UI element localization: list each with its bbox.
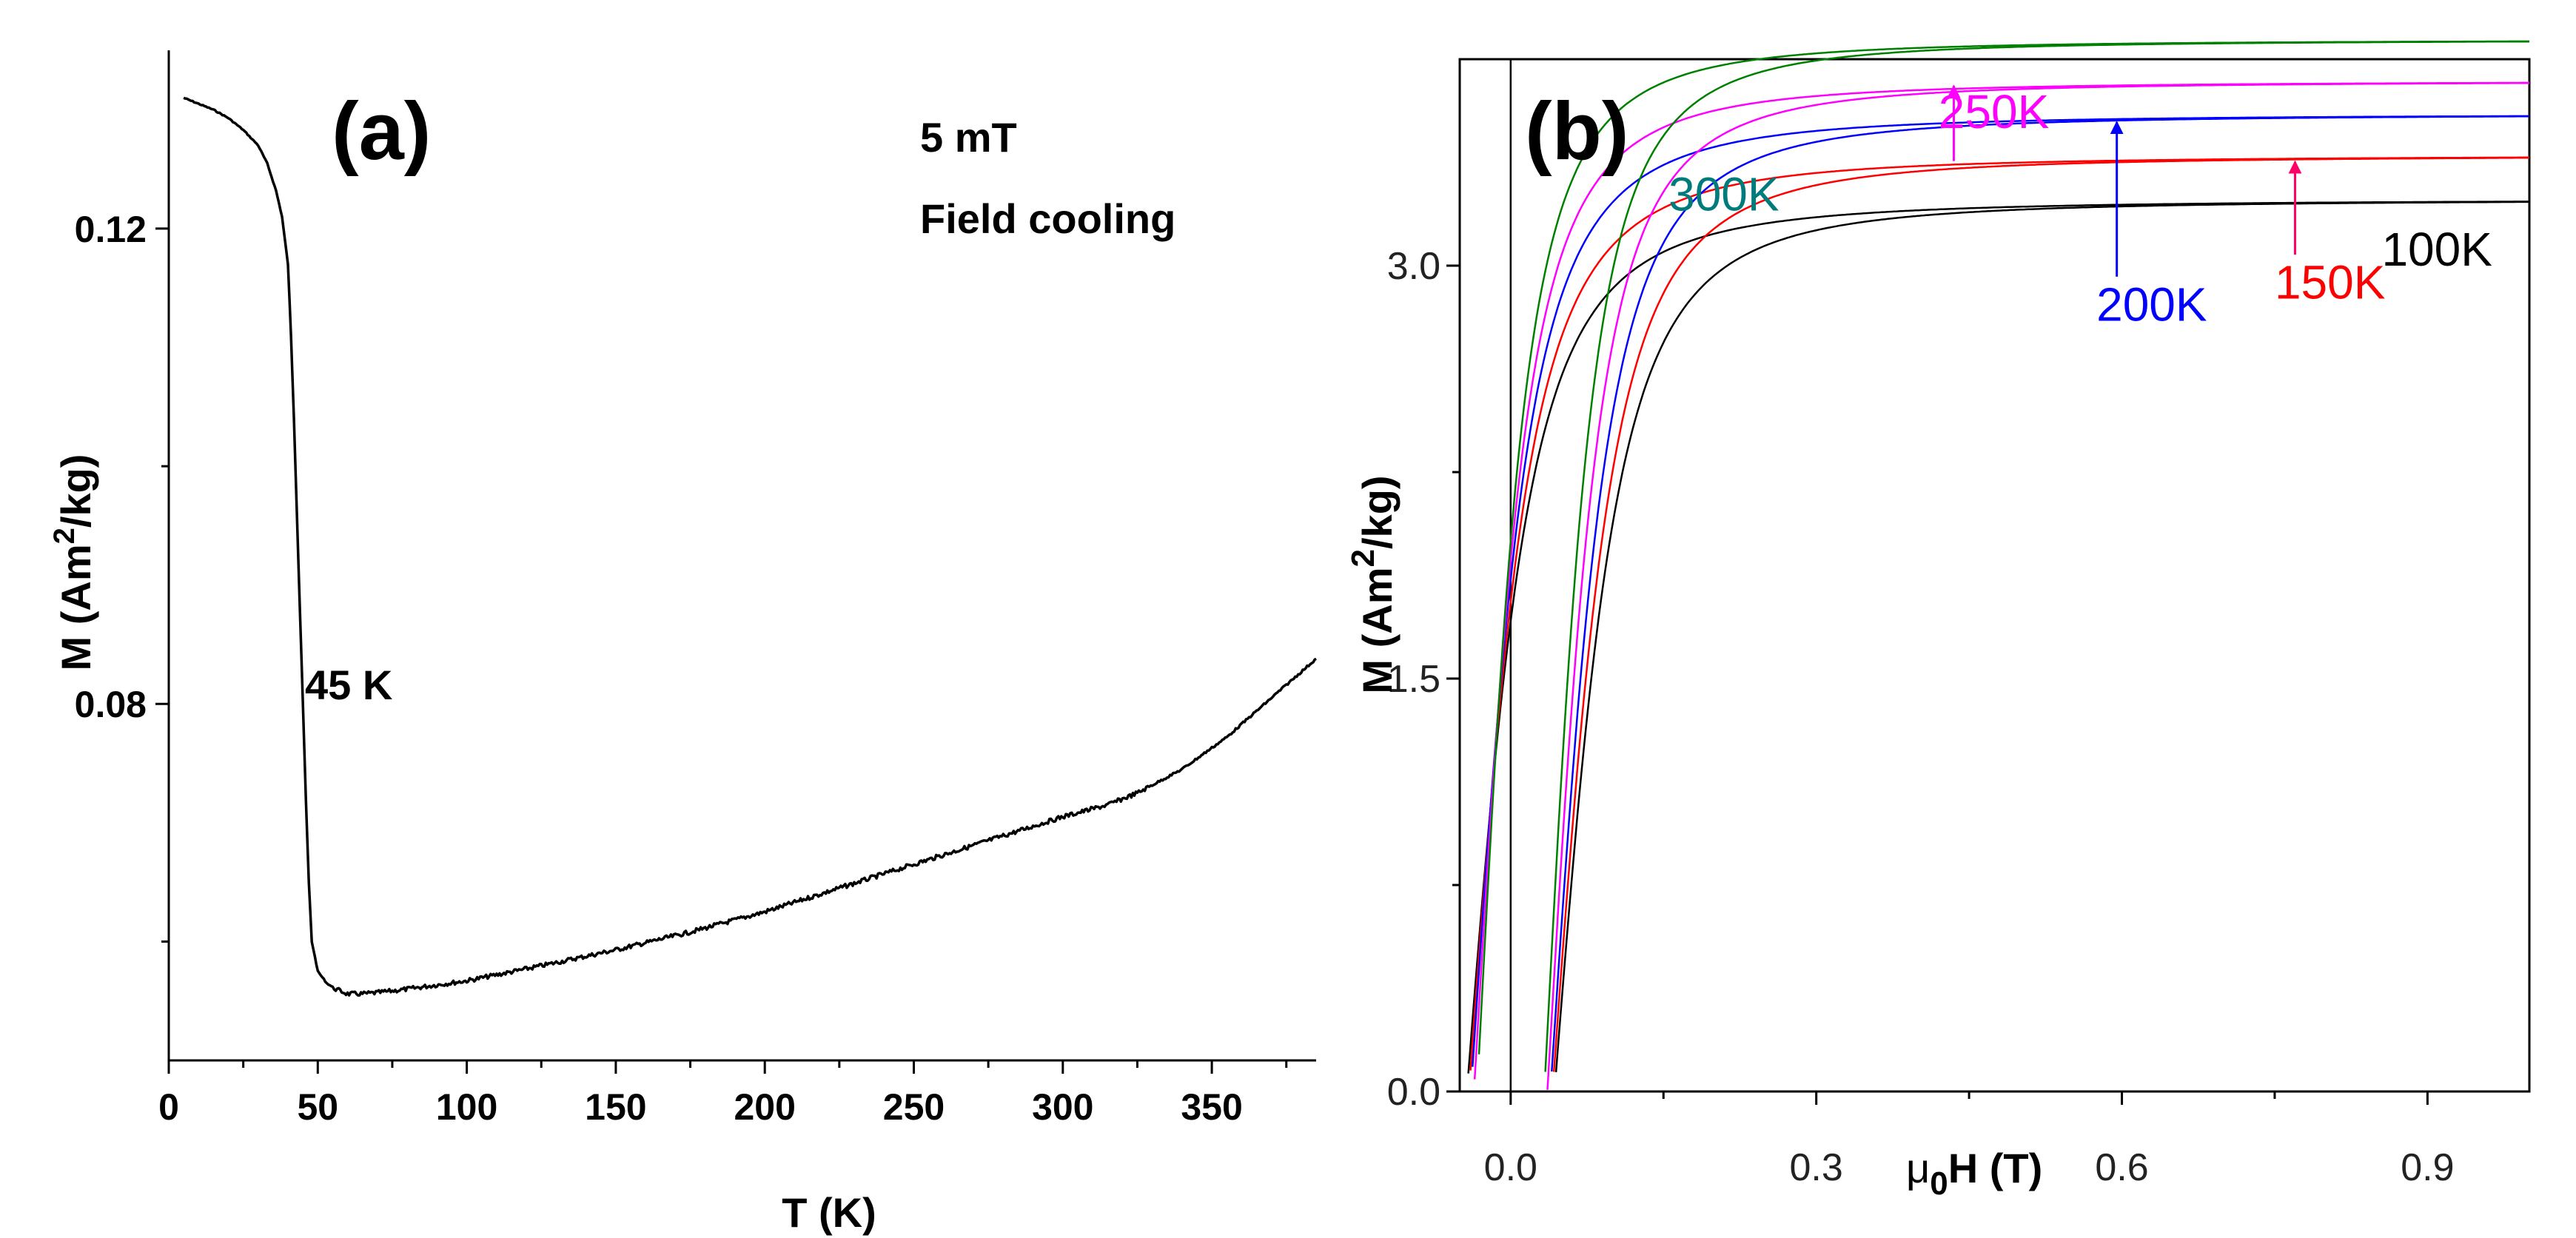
panel-a-y-tick-label: 0.12 xyxy=(75,209,147,250)
label-250k: 250K xyxy=(1939,85,2049,138)
label-100k: 100K xyxy=(2381,223,2492,276)
panel-a-x-tick-label: 150 xyxy=(585,1086,646,1128)
panel-b-y-title-sup: 2 xyxy=(1345,549,1381,567)
panel-a-x-tick-label: 250 xyxy=(883,1086,945,1128)
curve-300k-descending xyxy=(1477,40,2529,1054)
transition-annotation: 45 K xyxy=(305,662,392,708)
series-fc-5mt xyxy=(183,96,1317,997)
panel-a-y-title: M (Am2/kg) xyxy=(48,454,99,671)
panel-b-x-tick-label: 0.3 xyxy=(1790,1146,1843,1189)
panel-b-x-tick-label: 0.9 xyxy=(2401,1146,2454,1189)
curve-100k-descending xyxy=(1467,201,2529,1074)
panel-b-x-ticks: 0.0 0.3 0.6 0.9 xyxy=(1484,1091,2455,1189)
panel-b-x-title: μ0H (T) xyxy=(1906,1145,2042,1202)
curve-250k-descending xyxy=(1473,81,2529,1080)
panel-a-y-title-suffix: /kg) xyxy=(53,454,99,528)
curve-150k-ascending xyxy=(1552,157,2529,1072)
panel-b-label: (b) xyxy=(1525,86,1629,177)
curve-100k-ascending xyxy=(1554,201,2529,1072)
panel-b-y-title-suffix: /kg) xyxy=(1354,475,1401,549)
panel-a-label: (a) xyxy=(332,86,431,177)
label-300k: 300K xyxy=(1668,168,1779,221)
panel-a-x-tick-label: 300 xyxy=(1032,1086,1093,1128)
label-200k: 200K xyxy=(2096,277,2207,331)
panel-a-y-tick-label: 0.08 xyxy=(75,684,147,725)
panel-b-y-ticks: 0.0 1.5 3.0 xyxy=(1387,245,1460,1114)
panel-a-x-tick-label: 200 xyxy=(734,1086,795,1128)
panel-b-arrows xyxy=(1947,84,2302,277)
panel-b-y-title: M (Am2/kg) xyxy=(1345,475,1401,693)
panel-a-x-tick-label: 350 xyxy=(1181,1086,1242,1128)
panel-a-x-tick-label: 50 xyxy=(297,1086,338,1128)
curve-200k-ascending xyxy=(1551,115,2529,1072)
panel-b-y-tick-label: 1.5 xyxy=(1387,658,1440,701)
panel-b-x-tick-label: 0.0 xyxy=(1484,1146,1537,1189)
panel-b-x-title-rest: H (T) xyxy=(1948,1145,2043,1191)
mode-annotation: Field cooling xyxy=(920,195,1175,242)
panel-a-y-ticks: 0.08 0.12 xyxy=(75,209,169,943)
panel-a-x-tick-label: 100 xyxy=(436,1086,497,1128)
panel-b-x-title-sub: 0 xyxy=(1930,1165,1948,1202)
panel-a-x-title: T (K) xyxy=(782,1189,876,1236)
panel-b-y-tick-label: 3.0 xyxy=(1387,245,1440,288)
curve-300k-ascending xyxy=(1544,40,2530,1072)
panel-b-y-tick-label: 0.0 xyxy=(1387,1071,1440,1114)
label-150k: 150K xyxy=(2275,256,2385,309)
panel-a-x-ticks: 0 50 100 150 200 250 300 350 xyxy=(158,1060,1288,1128)
panel-b-frame xyxy=(1458,58,2531,1093)
panel-a-y-title-sup: 2 xyxy=(48,528,81,544)
panel-b-y-title-prefix: M (Am xyxy=(1354,567,1401,693)
panel-b-curves xyxy=(1467,40,2530,1090)
panel-a-y-title-prefix: M (Am xyxy=(53,544,99,670)
panel-a: 0 50 100 150 200 250 300 350 0.080.12 (a) 5 mT … xyxy=(48,50,1317,1236)
panel-b-x-title-mu: μ xyxy=(1906,1145,1930,1191)
field-annotation: 5 mT xyxy=(920,114,1017,161)
panel-b-x-tick-label: 0.6 xyxy=(2095,1146,2148,1189)
curve-250k-ascending xyxy=(1546,81,2530,1090)
panel-a-x-tick-label: 0 xyxy=(158,1086,179,1128)
